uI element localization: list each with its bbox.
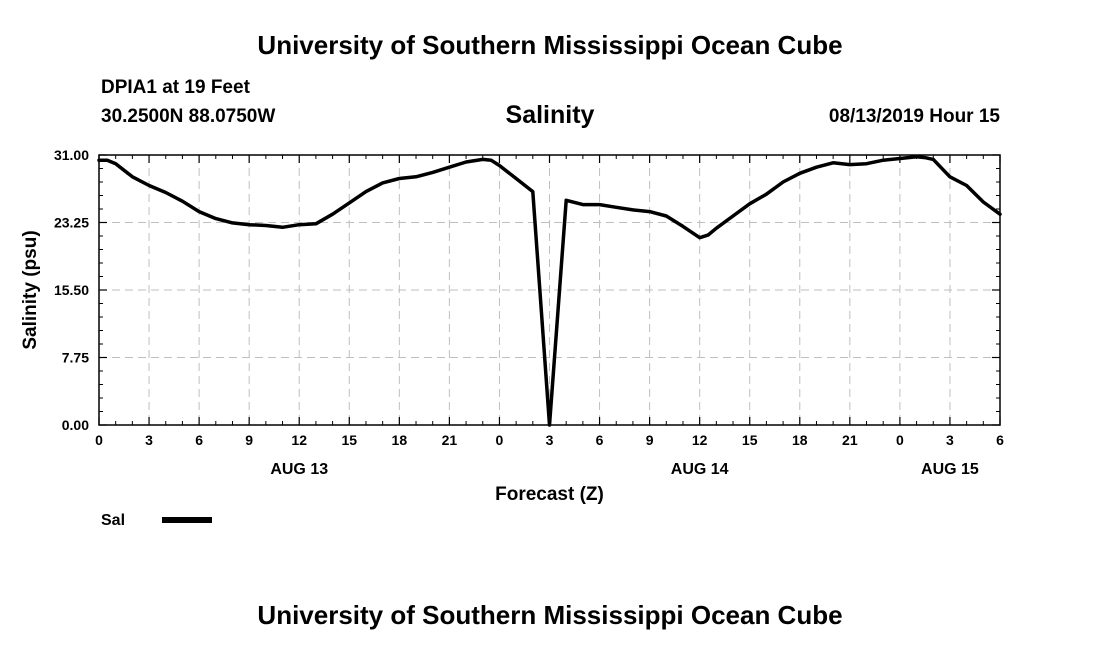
y-tick-label: 31.00 <box>54 147 89 163</box>
y-tick-label: 15.50 <box>54 282 89 298</box>
x-tick-label: 6 <box>596 432 604 448</box>
date-label: AUG 13 <box>270 461 328 478</box>
date-label: AUG 15 <box>921 461 979 478</box>
x-tick-label: 15 <box>742 432 758 448</box>
y-axis-title: Salinity (psu) <box>20 230 41 349</box>
x-tick-label: 21 <box>842 432 858 448</box>
x-tick-label: 9 <box>646 432 654 448</box>
x-tick-label: 6 <box>195 432 203 448</box>
x-tick-label: 3 <box>946 432 954 448</box>
x-tick-label: 6 <box>996 432 1004 448</box>
x-tick-label: 12 <box>291 432 307 448</box>
legend-label: Sal <box>101 512 125 529</box>
page-title: University of Southern Mississippi Ocean… <box>257 30 843 60</box>
x-axis-title: Forecast (Z) <box>495 484 604 505</box>
x-tick-label: 15 <box>341 432 357 448</box>
station-label: DPIA1 at 19 Feet <box>101 77 250 98</box>
series-line-sal <box>97 154 1002 427</box>
x-tick-label: 0 <box>95 432 103 448</box>
x-tick-label: 12 <box>692 432 708 448</box>
footer-title: University of Southern Mississippi Ocean… <box>257 600 843 630</box>
x-tick-label: 0 <box>496 432 504 448</box>
x-tick-label: 0 <box>896 432 904 448</box>
timestamp-label: 08/13/2019 Hour 15 <box>828 106 1000 127</box>
x-tick-label: 3 <box>145 432 153 448</box>
coordinates-label: 30.2500N 88.0750W <box>101 106 276 127</box>
x-tick-label: 3 <box>546 432 554 448</box>
x-tick-label: 9 <box>245 432 253 448</box>
date-label: AUG 14 <box>671 461 729 478</box>
chart-title: Salinity <box>505 101 595 129</box>
x-tick-label: 21 <box>442 432 458 448</box>
x-tick-label: 18 <box>792 432 808 448</box>
y-tick-label: 0.00 <box>62 417 89 433</box>
y-tick-label: 23.25 <box>54 215 89 231</box>
y-tick-label: 7.75 <box>62 350 89 366</box>
x-tick-label: 18 <box>392 432 408 448</box>
